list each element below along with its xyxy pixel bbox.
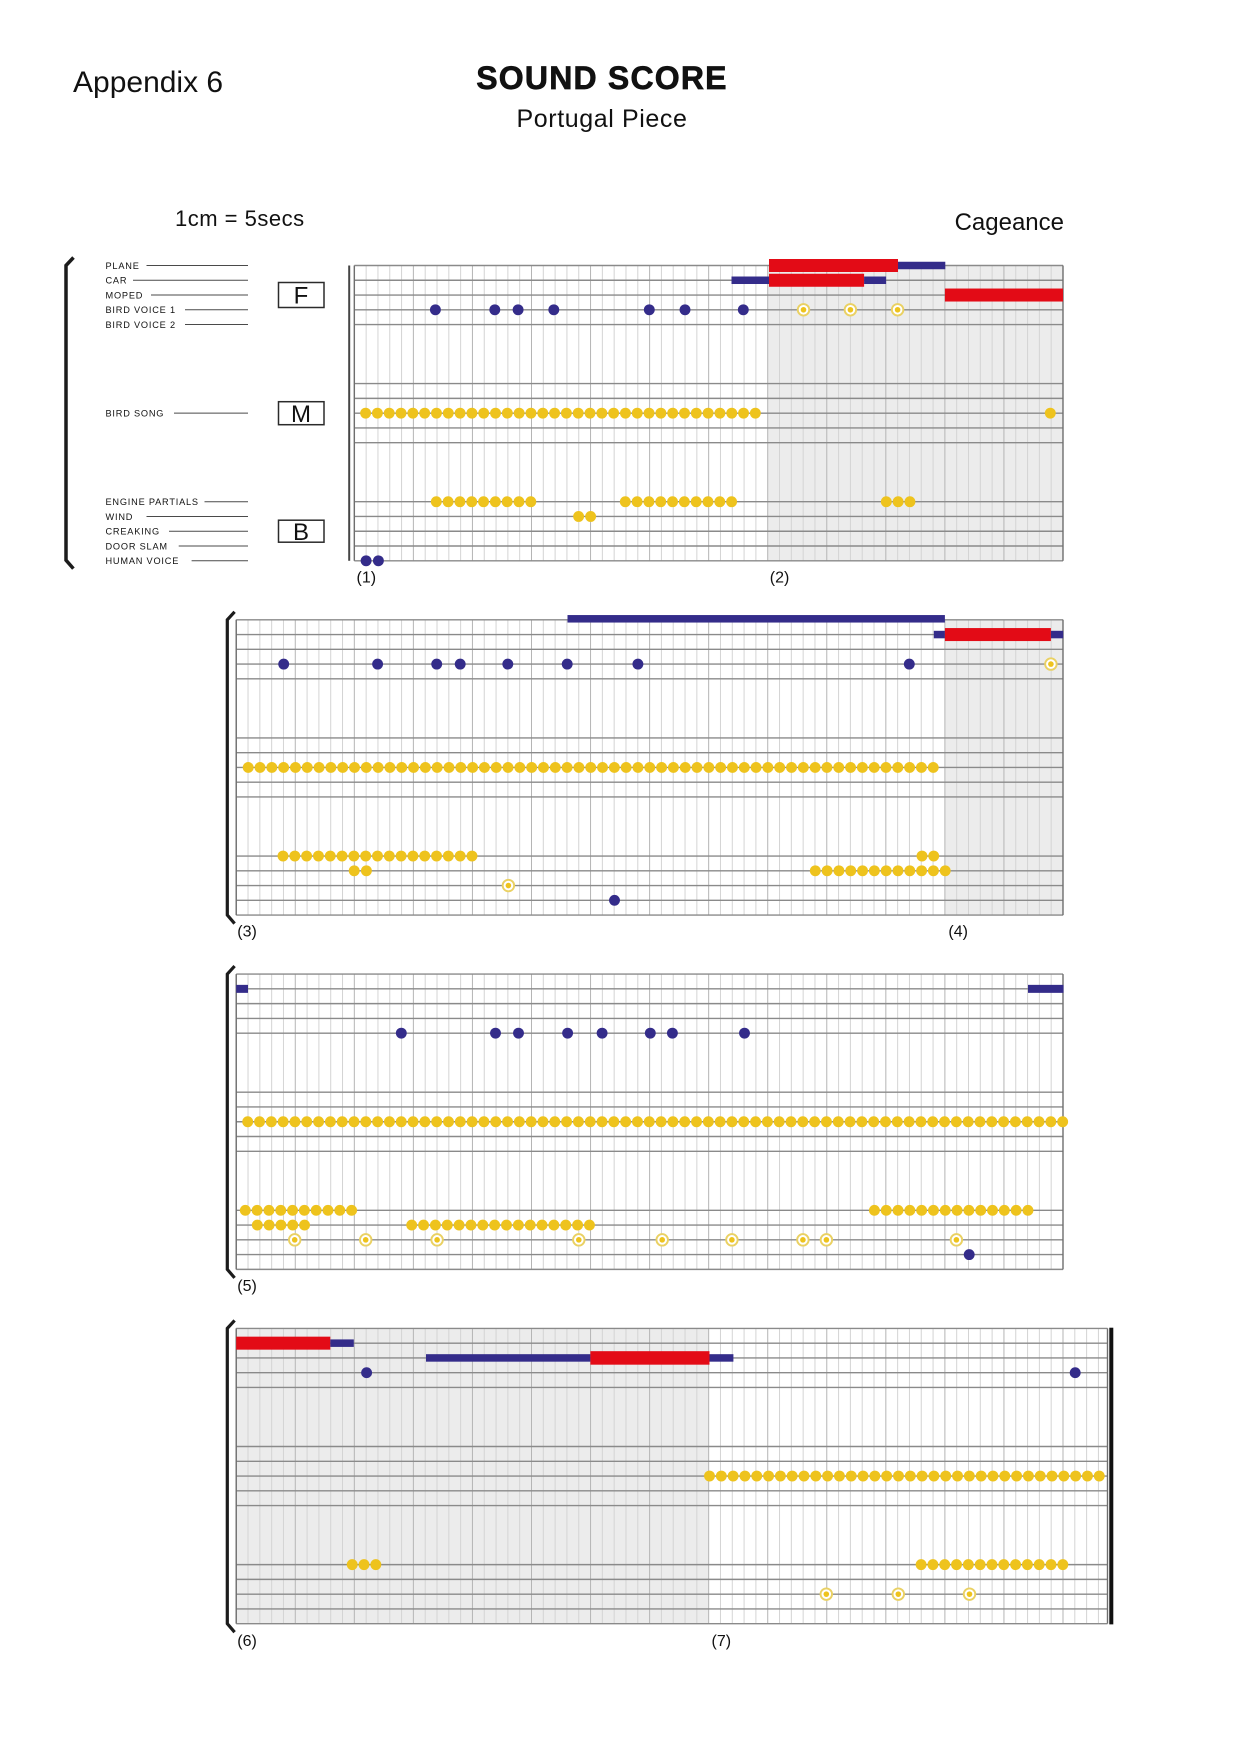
svg-text:B: B — [293, 519, 309, 546]
svg-text:PLANE: PLANE — [106, 261, 140, 271]
svg-text:(3): (3) — [237, 924, 257, 941]
svg-text:BIRD VOICE 2: BIRD VOICE 2 — [106, 320, 176, 330]
svg-text:F: F — [294, 283, 309, 310]
svg-text:(2): (2) — [770, 569, 790, 586]
svg-text:(4): (4) — [948, 924, 968, 941]
svg-text:ENGINE PARTIALS: ENGINE PARTIALS — [106, 497, 199, 507]
svg-text:(7): (7) — [712, 1633, 732, 1650]
svg-text:CAR: CAR — [106, 276, 128, 286]
svg-text:(5): (5) — [237, 1278, 257, 1295]
svg-text:MOPED: MOPED — [106, 290, 144, 300]
svg-text:SOUND SCORE: SOUND SCORE — [476, 60, 727, 96]
svg-text:CREAKING: CREAKING — [106, 527, 160, 537]
svg-text:Appendix 6: Appendix 6 — [73, 66, 223, 99]
svg-text:1cm = 5secs: 1cm = 5secs — [175, 206, 305, 231]
svg-text:BIRD VOICE 1: BIRD VOICE 1 — [106, 305, 176, 315]
svg-text:BIRD SONG: BIRD SONG — [106, 409, 165, 419]
svg-text:Cageance: Cageance — [955, 209, 1064, 236]
svg-text:M: M — [291, 401, 311, 428]
svg-text:DOOR SLAM: DOOR SLAM — [106, 541, 168, 551]
svg-text:(6): (6) — [237, 1633, 257, 1650]
svg-text:WIND: WIND — [106, 512, 134, 522]
svg-text:(1): (1) — [357, 569, 377, 586]
svg-text:Portugal Piece: Portugal Piece — [517, 105, 688, 133]
svg-text:HUMAN VOICE: HUMAN VOICE — [106, 556, 180, 566]
